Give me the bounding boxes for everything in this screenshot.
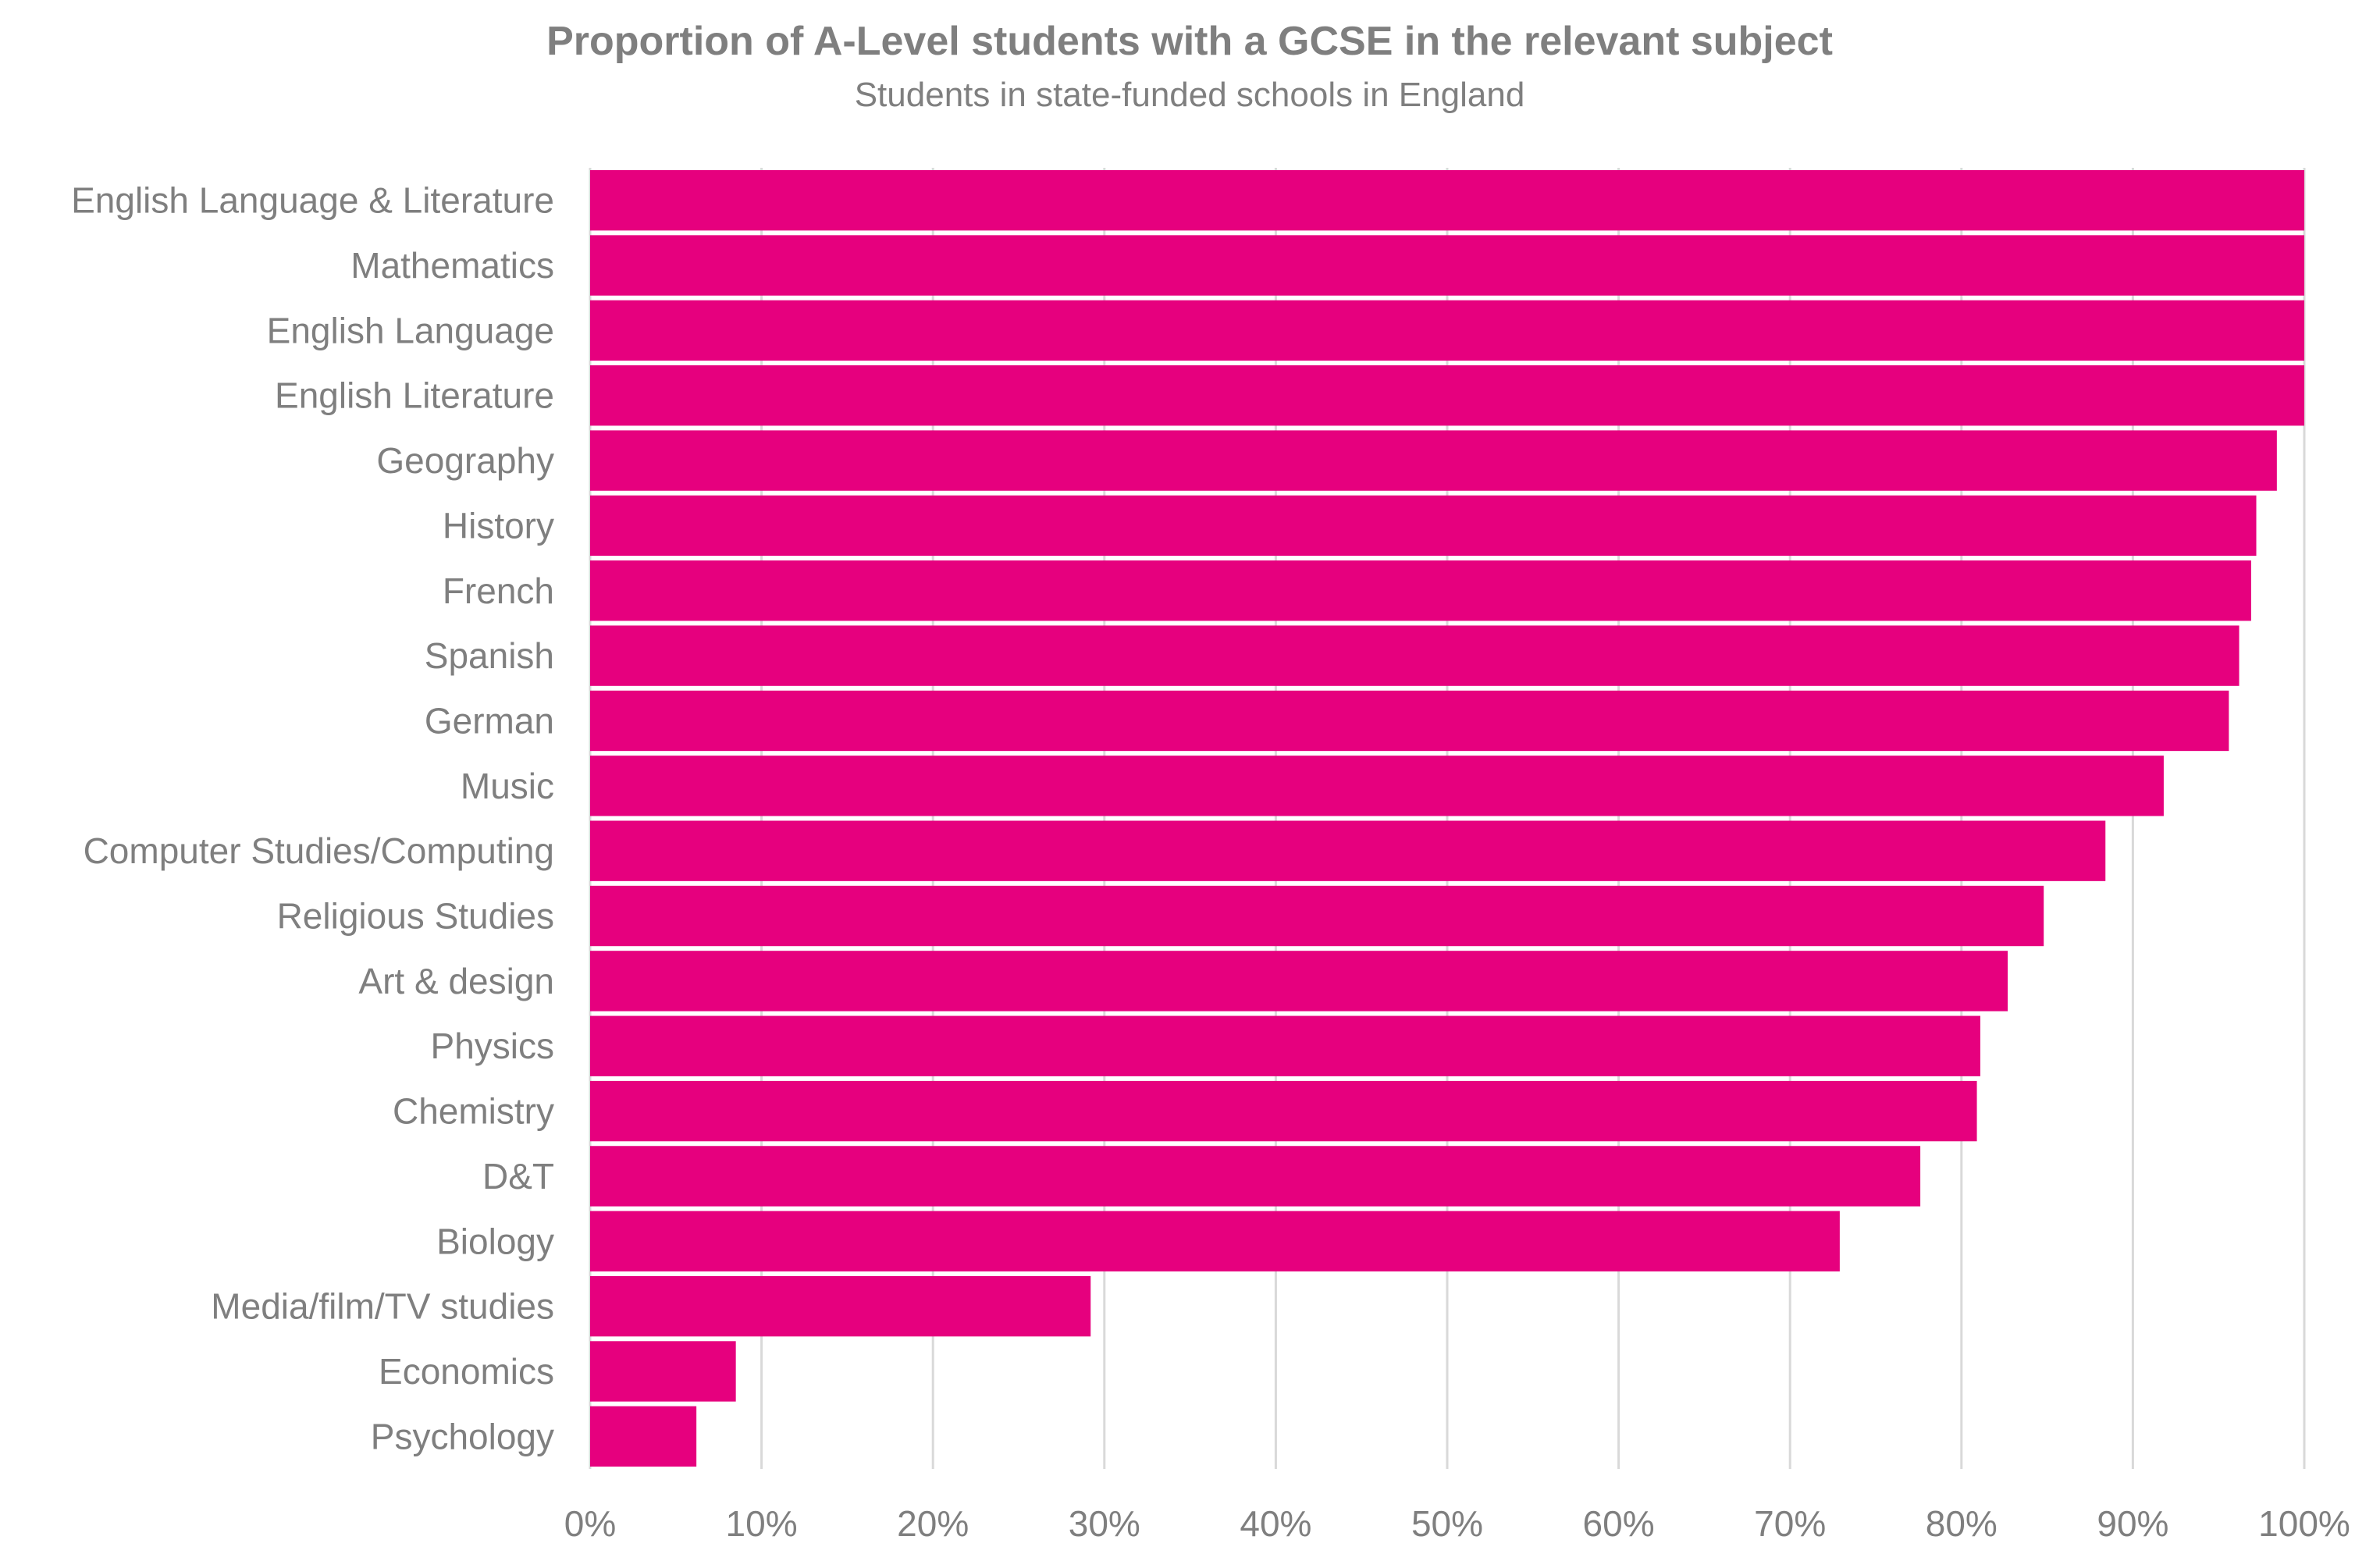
x-tick-label: 0% bbox=[564, 1503, 616, 1544]
bar bbox=[590, 885, 2044, 947]
category-label: German bbox=[425, 700, 554, 741]
x-tick-label: 10% bbox=[726, 1503, 798, 1544]
bar bbox=[590, 430, 2277, 491]
bar bbox=[590, 1341, 736, 1402]
x-axis-ticks: 0% 10% 20% 30% 40% 50% 60% 70% 80% 90% 100% bbox=[564, 1503, 2350, 1544]
x-tick-label: 60% bbox=[1583, 1503, 1655, 1544]
bar bbox=[590, 560, 2251, 621]
chart-title: Proportion of A-Level students with a GC… bbox=[546, 19, 1833, 64]
category-label: English Literature bbox=[275, 375, 554, 416]
category-label: Biology bbox=[436, 1221, 554, 1261]
x-tick-label: 100% bbox=[2258, 1503, 2350, 1544]
bar bbox=[590, 1015, 1980, 1076]
bar bbox=[590, 1211, 1840, 1271]
category-label: Geography bbox=[376, 440, 554, 481]
category-label: Psychology bbox=[371, 1416, 554, 1456]
bar bbox=[590, 170, 2304, 231]
category-label: Economics bbox=[379, 1351, 554, 1392]
bars bbox=[590, 170, 2304, 1467]
x-tick-label: 50% bbox=[1411, 1503, 1483, 1544]
category-label: Computer Studies/Computing bbox=[84, 830, 554, 871]
bar bbox=[590, 690, 2229, 752]
category-label: History bbox=[443, 505, 554, 546]
bar bbox=[590, 1080, 1977, 1142]
category-label: English Language & Literature bbox=[71, 180, 554, 221]
bar bbox=[590, 495, 2257, 557]
x-tick-label: 70% bbox=[1754, 1503, 1826, 1544]
category-label: Mathematics bbox=[350, 245, 554, 286]
bar bbox=[590, 820, 2106, 881]
chart-subtitle: Students in state-funded schools in Engl… bbox=[855, 76, 1525, 114]
bar bbox=[590, 1406, 697, 1467]
category-labels: English Language & Literature Mathematics… bbox=[71, 180, 554, 1457]
x-tick-label: 20% bbox=[897, 1503, 969, 1544]
category-label: D&T bbox=[482, 1156, 554, 1197]
category-label: Spanish bbox=[425, 635, 554, 676]
category-label: Media/film/TV studies bbox=[211, 1286, 554, 1327]
category-label: Chemistry bbox=[393, 1091, 554, 1132]
gridlines bbox=[589, 168, 2306, 1469]
bar bbox=[590, 625, 2239, 686]
x-tick-label: 80% bbox=[1926, 1503, 1998, 1544]
bar bbox=[590, 951, 2008, 1012]
category-label: Art & design bbox=[358, 961, 554, 1001]
category-label: English Language bbox=[267, 310, 554, 350]
x-tick-label: 90% bbox=[2097, 1503, 2168, 1544]
bar bbox=[590, 1146, 1921, 1207]
bar bbox=[590, 756, 2164, 816]
bar bbox=[590, 235, 2304, 296]
bar bbox=[590, 365, 2304, 426]
category-label: French bbox=[443, 571, 554, 611]
bar bbox=[590, 1275, 1091, 1337]
category-label: Music bbox=[461, 766, 554, 806]
x-tick-label: 30% bbox=[1069, 1503, 1140, 1544]
x-tick-label: 40% bbox=[1240, 1503, 1311, 1544]
category-label: Religious Studies bbox=[277, 896, 554, 937]
category-label: Physics bbox=[431, 1026, 554, 1066]
bar bbox=[590, 300, 2304, 361]
